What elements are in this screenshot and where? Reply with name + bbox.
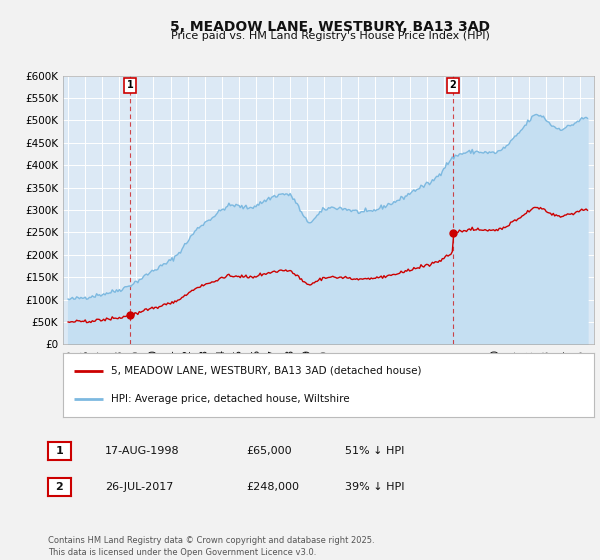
Text: £65,000: £65,000: [246, 446, 292, 456]
Text: 17-AUG-1998: 17-AUG-1998: [105, 446, 179, 456]
Text: £248,000: £248,000: [246, 482, 299, 492]
Text: 51% ↓ HPI: 51% ↓ HPI: [345, 446, 404, 456]
Text: 2: 2: [449, 80, 457, 90]
Text: 5, MEADOW LANE, WESTBURY, BA13 3AD: 5, MEADOW LANE, WESTBURY, BA13 3AD: [170, 20, 490, 34]
Text: 39% ↓ HPI: 39% ↓ HPI: [345, 482, 404, 492]
Text: 1: 1: [56, 446, 63, 456]
Text: 2: 2: [56, 482, 63, 492]
Text: Price paid vs. HM Land Registry's House Price Index (HPI): Price paid vs. HM Land Registry's House …: [170, 31, 490, 41]
Text: HPI: Average price, detached house, Wiltshire: HPI: Average price, detached house, Wilt…: [111, 394, 349, 404]
Text: Contains HM Land Registry data © Crown copyright and database right 2025.
This d: Contains HM Land Registry data © Crown c…: [48, 536, 374, 557]
Text: 5, MEADOW LANE, WESTBURY, BA13 3AD (detached house): 5, MEADOW LANE, WESTBURY, BA13 3AD (deta…: [111, 366, 421, 376]
Text: 26-JUL-2017: 26-JUL-2017: [105, 482, 173, 492]
Text: 1: 1: [127, 80, 133, 90]
